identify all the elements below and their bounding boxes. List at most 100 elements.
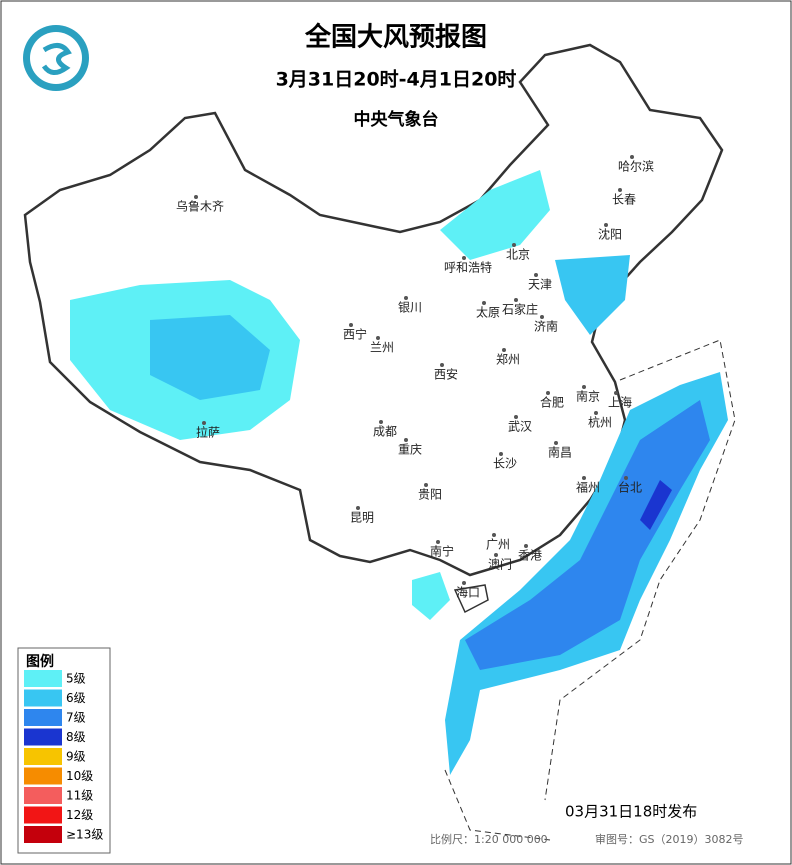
logo-inner bbox=[30, 32, 82, 84]
city-label: 广州 bbox=[486, 538, 510, 552]
city-dot bbox=[404, 438, 408, 442]
scale: 比例尺：1:20 000 000 bbox=[430, 832, 548, 846]
city-dot bbox=[492, 533, 496, 537]
city-dot bbox=[514, 298, 518, 302]
city-dot bbox=[512, 243, 516, 247]
city-dot bbox=[462, 256, 466, 260]
city-label: 拉萨 bbox=[196, 425, 220, 440]
city-label: 福州 bbox=[576, 480, 600, 495]
city-label: 济南 bbox=[534, 319, 558, 334]
legend-swatch bbox=[24, 728, 62, 746]
city-label: 西宁 bbox=[343, 327, 367, 342]
wind-area-5 bbox=[412, 572, 450, 620]
legend-swatch bbox=[24, 670, 62, 687]
city-label: 银川 bbox=[398, 301, 422, 315]
legend-label: 5级 bbox=[66, 672, 86, 686]
city-label: 昆明 bbox=[350, 511, 374, 525]
city-label: 成都 bbox=[373, 425, 397, 439]
city-dot bbox=[614, 391, 618, 395]
city-dot bbox=[582, 385, 586, 389]
map-number: 审图号：GS（2019）3082号 bbox=[595, 832, 744, 846]
city-dot bbox=[202, 421, 206, 425]
city-label: 杭州 bbox=[588, 415, 612, 430]
city-dot bbox=[502, 348, 506, 352]
wind-area-7 bbox=[465, 400, 710, 670]
city-dot bbox=[494, 553, 498, 557]
legend-swatch bbox=[24, 806, 62, 824]
city-dot bbox=[582, 476, 586, 480]
city-label: 香港 bbox=[518, 549, 542, 563]
city-label: 南京 bbox=[576, 389, 600, 404]
legend-swatch bbox=[24, 787, 62, 804]
legend-label: 9级 bbox=[66, 750, 86, 764]
city-label: 重庆 bbox=[398, 443, 422, 457]
city-dot bbox=[514, 415, 518, 419]
legend-label: 8级 bbox=[66, 730, 86, 744]
period: 3月31日20时-4月1日20时 bbox=[276, 69, 517, 91]
city-dot bbox=[349, 323, 353, 327]
city-label: 太原 bbox=[476, 305, 500, 320]
city-label: 乌鲁木齐 bbox=[176, 199, 224, 214]
city-dot bbox=[424, 483, 428, 487]
legend-label: 11级 bbox=[66, 789, 93, 803]
city-label: 长沙 bbox=[493, 457, 517, 471]
city-dot bbox=[404, 296, 408, 300]
legend-label: 12级 bbox=[66, 808, 93, 822]
city-label: 北京 bbox=[506, 248, 530, 262]
city-dot bbox=[604, 223, 608, 227]
wind-area-5 bbox=[440, 170, 550, 260]
city-dot bbox=[462, 581, 466, 585]
city-label: 呼和浩特 bbox=[444, 260, 492, 275]
city-dot bbox=[436, 540, 440, 544]
sea-boundary bbox=[444, 769, 551, 841]
city-label: 合肥 bbox=[540, 395, 564, 410]
city-label: 兰州 bbox=[370, 341, 394, 355]
city-dot bbox=[534, 273, 538, 277]
wind-area-6 bbox=[555, 255, 630, 335]
city-dot bbox=[194, 195, 198, 199]
city-dot bbox=[624, 476, 628, 480]
city-label: 海口 bbox=[456, 585, 480, 600]
legend-swatch bbox=[24, 689, 62, 707]
legend-swatch bbox=[24, 826, 62, 843]
country-outline bbox=[23, 43, 724, 577]
title: 全国大风预报图 bbox=[304, 22, 487, 53]
city-label: 沈阳 bbox=[598, 227, 622, 242]
city-label: 武汉 bbox=[508, 420, 532, 434]
agency: 中央气象台 bbox=[354, 109, 439, 130]
legend: 5级 6级 7级 8级 9级 10级 11级 12级 ≥13级 bbox=[24, 670, 103, 843]
city-dot bbox=[356, 506, 360, 510]
city-dot bbox=[376, 336, 380, 340]
city-dot bbox=[540, 315, 544, 319]
legend-title: 图例 bbox=[26, 653, 54, 670]
legend-label: 6级 bbox=[66, 691, 86, 705]
city-label: 南宁 bbox=[430, 544, 454, 559]
city-dot bbox=[524, 544, 528, 548]
legend-label: 10级 bbox=[66, 769, 93, 783]
city-dot bbox=[554, 441, 558, 445]
city-label: 南昌 bbox=[548, 445, 572, 460]
sea-boundary bbox=[544, 339, 736, 801]
city-label: 西安 bbox=[434, 367, 458, 382]
city-label: 哈尔滨 bbox=[618, 159, 654, 174]
legend-swatch bbox=[24, 767, 62, 785]
legend-swatch bbox=[24, 748, 62, 765]
island bbox=[453, 584, 489, 614]
city-label: 长春 bbox=[612, 193, 636, 207]
city-dot bbox=[594, 411, 598, 415]
legend-label: 7级 bbox=[66, 711, 86, 725]
city-label: 上海 bbox=[608, 395, 632, 410]
city-label: 贵阳 bbox=[418, 488, 442, 502]
wind-area-8 bbox=[640, 480, 672, 530]
city-dot bbox=[440, 363, 444, 367]
logo-mark bbox=[41, 43, 72, 75]
city-dot bbox=[630, 155, 634, 159]
city-dot bbox=[482, 301, 486, 305]
wind-area-6 bbox=[150, 315, 270, 400]
city-label: 台北 bbox=[618, 480, 642, 495]
legend-swatch bbox=[24, 709, 62, 726]
city-label: 郑州 bbox=[496, 352, 520, 367]
